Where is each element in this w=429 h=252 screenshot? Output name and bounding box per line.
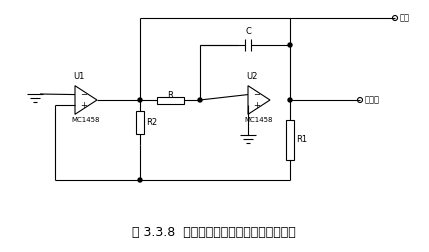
Circle shape	[288, 98, 292, 102]
Bar	[286, 120, 294, 160]
Circle shape	[138, 98, 142, 102]
Text: U1: U1	[73, 72, 85, 81]
Text: C: C	[245, 27, 251, 36]
Text: −: −	[253, 90, 260, 99]
Circle shape	[138, 178, 142, 182]
Text: U2: U2	[246, 72, 258, 81]
Text: MC1458: MC1458	[72, 117, 100, 123]
Text: R1: R1	[296, 136, 307, 144]
Bar	[157, 97, 184, 104]
Text: 方波: 方波	[400, 14, 410, 22]
Text: MC1458: MC1458	[245, 117, 273, 123]
Text: 图 3.3.8  由运放组成的三角波和方波发生器: 图 3.3.8 由运放组成的三角波和方波发生器	[132, 226, 296, 238]
Bar	[136, 111, 144, 134]
Text: R2: R2	[146, 118, 157, 127]
Text: R: R	[167, 90, 173, 100]
Text: +: +	[253, 101, 260, 110]
Circle shape	[288, 43, 292, 47]
Text: +: +	[80, 101, 87, 110]
Circle shape	[198, 98, 202, 102]
Text: 三角波: 三角波	[365, 96, 380, 105]
Text: −: −	[80, 90, 87, 99]
